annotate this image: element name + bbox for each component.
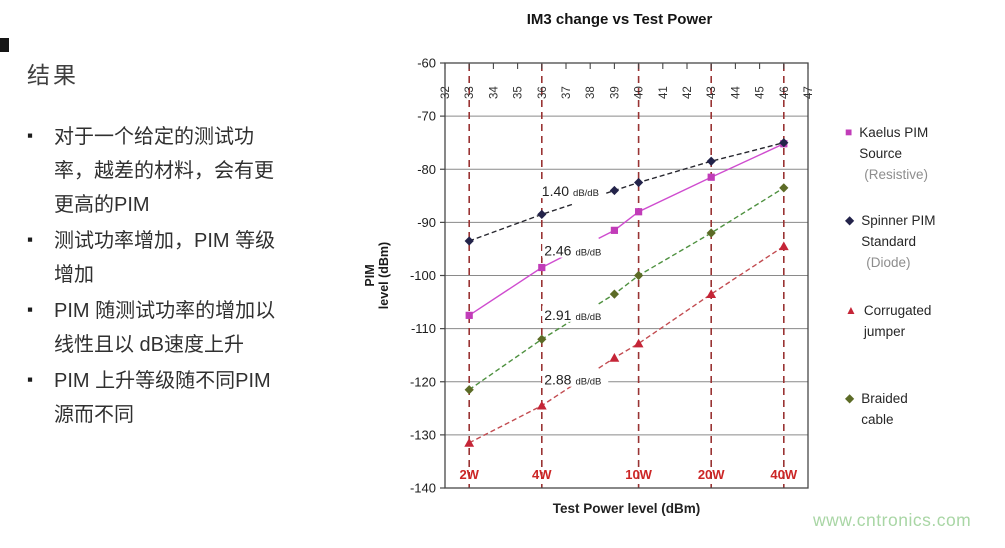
legend-entry-spinner: ◆ Spinner PIM Standard (Diode) [845, 210, 936, 273]
legend-label: Corrugated jumper [863, 303, 932, 339]
svg-text:42: 42 [682, 86, 694, 99]
bullet-item: 测试功率增加，PIM 等级 增加 [24, 223, 360, 292]
svg-text:33: 33 [464, 86, 476, 99]
svg-text:46: 46 [779, 86, 791, 99]
svg-text:20W: 20W [698, 467, 725, 482]
svg-text:Test Power level (dBm): Test Power level (dBm) [553, 501, 701, 516]
svg-text:45: 45 [755, 86, 767, 99]
legend-sublabel: (Resistive) [864, 167, 929, 182]
svg-text:43: 43 [706, 86, 718, 99]
svg-text:-80: -80 [417, 162, 436, 177]
svg-text:36: 36 [537, 86, 549, 99]
square-marker-icon: ■ [845, 125, 853, 139]
svg-text:2W: 2W [459, 467, 479, 482]
bullet-item: PIM 上升等级随不同PIM 源而不同 [24, 363, 360, 432]
diamond-marker-icon: ◆ [845, 213, 855, 227]
svg-text:-70: -70 [417, 109, 436, 124]
edge-artifact [0, 38, 9, 52]
im3-chart: 32 33 34 35 36 37 38 39 40 41 42 43 44 45 46 47 1.40 dB/d… [363, 11, 815, 516]
legend-entry-kaelus: ■ Kaelus PIM Source (Resistive) [845, 122, 928, 185]
bullet-text: PIM 随测试功率的增加以 线性且以 dB速度上升 [54, 300, 276, 356]
svg-text:34: 34 [488, 86, 500, 99]
svg-text:38: 38 [585, 86, 597, 99]
bullet-item: 对于一个给定的测试功 率，越差的材料，会有更 更高的PIM [24, 119, 360, 222]
svg-text:32: 32 [440, 86, 452, 99]
svg-text:37: 37 [561, 86, 573, 99]
svg-text:-110: -110 [411, 321, 436, 336]
svg-text:44: 44 [730, 86, 742, 99]
legend-sublabel: (Diode) [866, 255, 911, 270]
svg-text:-60: -60 [417, 56, 436, 71]
svg-text:-90: -90 [417, 215, 436, 230]
legend-entry-corrugated: ▲ Corrugated jumper [845, 300, 931, 342]
bullet-list: 对于一个给定的测试功 率，越差的材料，会有更 更高的PIM 测试功率增加，PIM… [24, 119, 360, 434]
svg-text:10W: 10W [625, 467, 652, 482]
watermark: www.cntronics.com [813, 510, 972, 530]
bullet-text: 测试功率增加，PIM 等级 增加 [54, 230, 276, 286]
svg-text:40: 40 [634, 86, 646, 99]
legend-entry-braided: ◆ Braided cable [845, 388, 908, 430]
svg-text:-120: -120 [410, 374, 436, 389]
svg-text:-100: -100 [410, 268, 436, 283]
svg-text:-130: -130 [410, 427, 436, 442]
svg-text:47: 47 [803, 86, 815, 99]
svg-text:39: 39 [609, 86, 621, 99]
bullet-text: PIM 上升等级随不同PIM 源而不同 [54, 370, 271, 426]
svg-text:PIM: PIM [363, 264, 377, 286]
legend-label: Braided cable [861, 391, 908, 427]
legend-label: Spinner PIM Standard [861, 213, 936, 249]
svg-text:-140: -140 [410, 481, 436, 496]
bullet-text: 对于一个给定的测试功 率，越差的材料，会有更 更高的PIM [54, 126, 274, 216]
svg-text:level (dBm): level (dBm) [377, 242, 391, 309]
svg-text:IM3 change vs Test Power: IM3 change vs Test Power [527, 11, 713, 28]
chart-legend: ■ Kaelus PIM Source (Resistive) ◆ Spinne… [845, 120, 1005, 450]
svg-text:4W: 4W [532, 467, 552, 482]
legend-label: Kaelus PIM Source [859, 125, 929, 161]
bullet-item: PIM 随测试功率的增加以 线性且以 dB速度上升 [24, 293, 360, 362]
triangle-marker-icon: ▲ [845, 303, 857, 317]
svg-text:41: 41 [658, 86, 670, 99]
svg-text:40W: 40W [770, 467, 797, 482]
diamond-marker-icon: ◆ [845, 391, 855, 405]
svg-text:35: 35 [513, 86, 525, 99]
results-heading: 结果 [27, 62, 79, 88]
